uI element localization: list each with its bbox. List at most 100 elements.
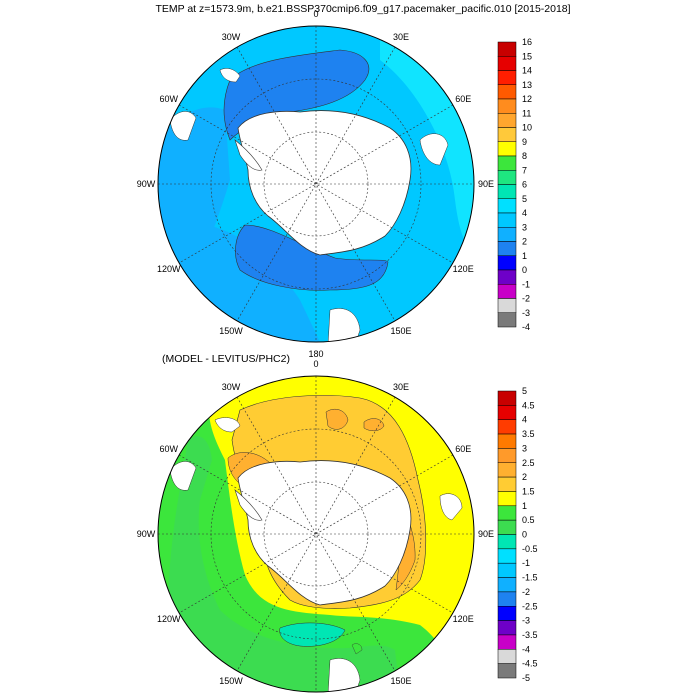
lon-label: 120E: [453, 264, 474, 274]
antarctica-land: [237, 460, 412, 606]
antarctic-peninsula: [234, 489, 263, 521]
colorbar-swatch: [497, 155, 517, 171]
panel-1-map: [158, 26, 474, 342]
colorbar-label: 2.5: [522, 458, 535, 468]
colorbar-swatch: [497, 84, 517, 100]
new-zealand-land: [327, 308, 361, 342]
colorbar-swatch: [497, 269, 517, 285]
colorbar-swatch: [497, 562, 517, 578]
colorbar-swatch: [497, 606, 517, 621]
colorbar-swatch: [497, 462, 517, 478]
colorbar-label: 5: [522, 194, 527, 204]
colorbar-label: 16: [522, 37, 532, 47]
colorbar-swatch: [497, 634, 517, 650]
colorbar-label: 4.5: [522, 400, 535, 410]
colorbar-label: -5: [522, 673, 530, 683]
colorbar-label: -1: [522, 558, 530, 568]
colorbar-swatch: [497, 491, 517, 507]
panel-1-longitude-labels: 0 30E 60E 90E 120E 150E 180 150W 120W 90W 60W 30W: [137, 9, 494, 359]
colorbar-swatch: [497, 663, 517, 679]
colorbar-swatch: [497, 534, 517, 550]
colorbar-swatch: [497, 56, 517, 71]
colorbar-label: 5: [522, 386, 527, 396]
colorbar-label: 2: [522, 472, 527, 482]
kerguelen-missing: [419, 133, 449, 166]
colorbar-swatch: [497, 70, 517, 85]
colorbar-label: -1.5: [522, 573, 538, 583]
lon-label: 180: [308, 349, 323, 359]
colorbar-swatch: [497, 649, 517, 664]
colorbar-swatch: [497, 519, 517, 535]
antarctica-land: [237, 110, 412, 256]
colorbar-label: -2: [522, 294, 530, 304]
lon-label: 0: [313, 359, 318, 369]
colorbar-swatch: [497, 41, 517, 57]
colorbar-label: 0: [522, 265, 527, 275]
colorbar-label: 0.5: [522, 515, 535, 525]
colorbar-label: 6: [522, 180, 527, 190]
lon-label: 30E: [393, 382, 409, 392]
antarctic-peninsula: [234, 139, 263, 171]
kerguelen-missing: [439, 493, 463, 521]
colorbar-swatch: [497, 620, 517, 636]
colorbar-swatch: [497, 390, 517, 406]
missing-patch-2: [214, 417, 241, 433]
lon-label: 150E: [390, 326, 411, 336]
colorbar-label: 15: [522, 51, 532, 61]
colorbar-swatch: [497, 212, 517, 228]
colorbar-label: 10: [522, 123, 532, 133]
colorbar-label: 14: [522, 66, 532, 76]
colorbar-swatch: [497, 591, 517, 607]
colorbar-swatch: [497, 170, 517, 185]
south-america-land: [169, 461, 197, 491]
colorbar-swatch: [497, 405, 517, 420]
colorbar-swatch: [497, 98, 517, 114]
lon-label: 150W: [219, 676, 243, 686]
colorbar-label: 1: [522, 251, 527, 261]
colorbar-swatch: [497, 241, 517, 256]
colorbar-swatch: [497, 184, 517, 199]
colorbar-label: -2: [522, 587, 530, 597]
colorbar-swatch: [497, 284, 517, 299]
colorbar-swatch: [497, 127, 517, 142]
colorbar-swatch: [497, 113, 517, 128]
lon-label: 150E: [390, 676, 411, 686]
colorbar-label: 2: [522, 237, 527, 247]
colorbar-label: 3: [522, 222, 527, 232]
anomaly-patch-180: [279, 622, 346, 647]
sector-region-west: [158, 107, 230, 300]
missing-patch-1: [219, 68, 241, 83]
lon-label: 90W: [137, 529, 156, 539]
positive-anomaly-west: [158, 390, 460, 692]
colorbar-label: 0: [522, 530, 527, 540]
lon-label: 90E: [478, 179, 494, 189]
colorbar-swatch: [497, 448, 517, 463]
colorbar-label: 8: [522, 151, 527, 161]
warm-patch-2: [363, 418, 385, 431]
colorbar-label: -0.5: [522, 544, 538, 554]
lon-label: 60W: [160, 444, 179, 454]
colorbar-swatch: [497, 255, 517, 271]
colorbar-swatch: [497, 227, 517, 242]
colorbar-label: 13: [522, 80, 532, 90]
lon-label: 90E: [478, 529, 494, 539]
panel-2-title: (MODEL - LEVITUS/PHC2): [162, 353, 290, 365]
lon-label: 150W: [219, 326, 243, 336]
panel-1-title: TEMP at z=1573.9m, b.e21.BSSP370cmip6.f0…: [155, 3, 570, 15]
colorbar-label: 9: [522, 137, 527, 147]
colorbar-label: -4: [522, 644, 530, 654]
colorbar-label: -2.5: [522, 601, 538, 611]
colorbar-label: 7: [522, 165, 527, 175]
lon-label: 0: [313, 9, 318, 19]
lon-label: 90W: [137, 179, 156, 189]
lon-label: 60E: [455, 94, 471, 104]
new-zealand-land: [327, 658, 361, 692]
lon-label: 30W: [222, 382, 241, 392]
colorbar-label: -4: [522, 322, 530, 332]
lon-label: 60W: [160, 94, 179, 104]
colorbar-swatch: [497, 476, 517, 492]
panel-1-map-border: [157, 25, 475, 343]
